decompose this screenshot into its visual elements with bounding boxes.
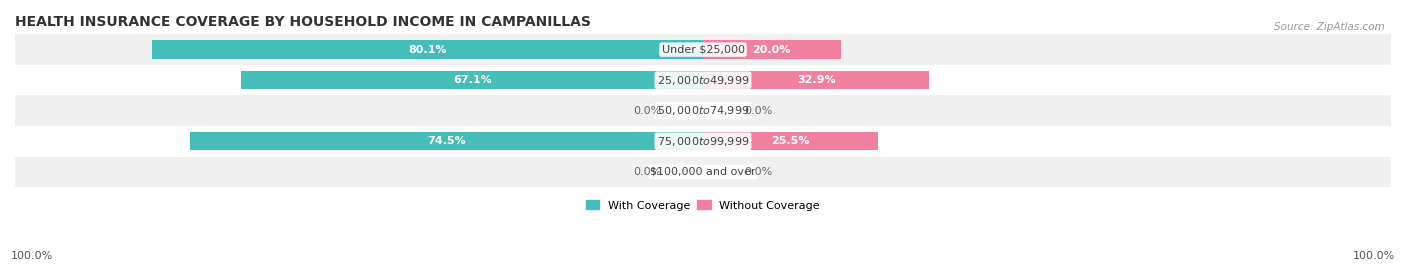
Text: Source: ZipAtlas.com: Source: ZipAtlas.com xyxy=(1274,22,1385,31)
Bar xyxy=(15,95,1391,126)
Text: 0.0%: 0.0% xyxy=(744,106,772,116)
Text: $25,000 to $49,999: $25,000 to $49,999 xyxy=(657,74,749,87)
Bar xyxy=(242,71,703,89)
Text: 74.5%: 74.5% xyxy=(427,136,465,146)
Text: 32.9%: 32.9% xyxy=(797,75,835,85)
Text: Under $25,000: Under $25,000 xyxy=(661,45,745,55)
Text: $50,000 to $74,999: $50,000 to $74,999 xyxy=(657,104,749,117)
Text: 80.1%: 80.1% xyxy=(408,45,447,55)
Bar xyxy=(15,65,1391,95)
Text: 100.0%: 100.0% xyxy=(1353,251,1395,261)
Text: 0.0%: 0.0% xyxy=(634,167,662,177)
Bar xyxy=(152,40,703,59)
Text: 20.0%: 20.0% xyxy=(752,45,792,55)
Text: $75,000 to $99,999: $75,000 to $99,999 xyxy=(657,135,749,148)
Text: 0.0%: 0.0% xyxy=(634,106,662,116)
Bar xyxy=(15,157,1391,187)
Text: 67.1%: 67.1% xyxy=(453,75,492,85)
Bar xyxy=(703,71,929,89)
Text: 25.5%: 25.5% xyxy=(772,136,810,146)
Text: 0.0%: 0.0% xyxy=(744,167,772,177)
Bar xyxy=(703,40,841,59)
Bar xyxy=(190,132,703,150)
Text: 100.0%: 100.0% xyxy=(11,251,53,261)
Bar xyxy=(15,34,1391,65)
Legend: With Coverage, Without Coverage: With Coverage, Without Coverage xyxy=(582,196,824,215)
Bar xyxy=(15,126,1391,157)
Text: $100,000 and over: $100,000 and over xyxy=(650,167,756,177)
Bar xyxy=(703,132,879,150)
Text: HEALTH INSURANCE COVERAGE BY HOUSEHOLD INCOME IN CAMPANILLAS: HEALTH INSURANCE COVERAGE BY HOUSEHOLD I… xyxy=(15,15,591,29)
